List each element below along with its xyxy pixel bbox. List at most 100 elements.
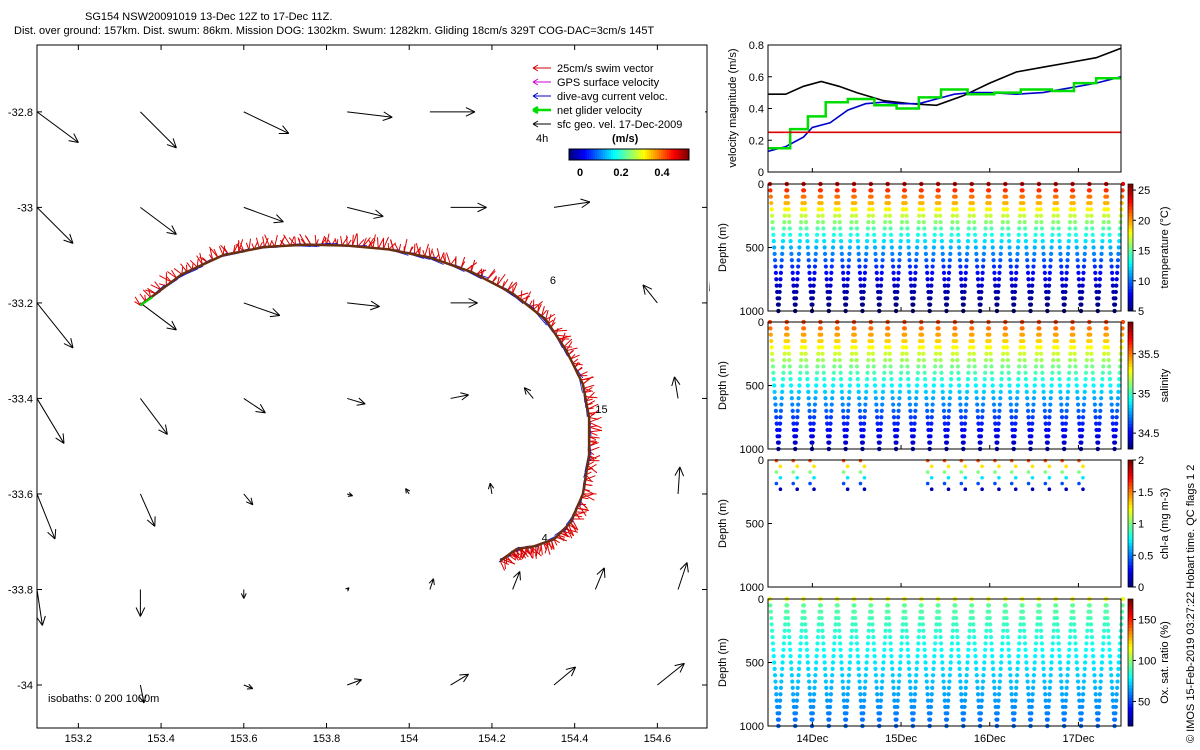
swim-vector	[428, 247, 431, 258]
chla-sample	[976, 481, 980, 486]
profile-sample	[888, 226, 893, 231]
profile-sample	[1033, 239, 1038, 244]
profile-sample	[1120, 188, 1125, 193]
section-y-tick-label: 0	[758, 179, 764, 191]
profile-sample	[1013, 698, 1018, 703]
profile-sample	[944, 717, 950, 722]
profile-sample	[812, 277, 817, 282]
profile-sample	[886, 609, 891, 614]
profile-sample	[1076, 270, 1081, 275]
profile-sample	[806, 679, 812, 684]
profile-sample	[864, 239, 870, 244]
profile-sample	[891, 679, 896, 684]
profile-sample	[986, 326, 992, 331]
swim-vector	[415, 243, 421, 256]
profile-sample	[972, 370, 978, 375]
profile-sample	[959, 692, 964, 697]
profile-sample	[1016, 239, 1021, 244]
profile-sample	[848, 370, 853, 375]
profile-sample	[781, 364, 786, 369]
profile-sample	[802, 200, 807, 206]
profile-sample	[975, 692, 981, 697]
swim-vector	[283, 234, 291, 246]
profile-sample	[945, 427, 950, 433]
profile-sample	[1018, 345, 1023, 350]
profile-sample	[1004, 345, 1010, 350]
profile-sample	[1098, 402, 1103, 407]
profile-sample	[1040, 647, 1045, 652]
profile-sample	[1047, 685, 1052, 691]
profile-sample	[774, 277, 779, 282]
profile-sample	[988, 635, 994, 640]
profile-sample	[979, 283, 984, 288]
profile-sample	[953, 326, 958, 331]
profile-sample	[1098, 408, 1103, 413]
profile-sample	[1082, 251, 1087, 256]
profile-sample	[849, 213, 855, 218]
profile-sample	[1023, 370, 1028, 375]
current-vector	[657, 662, 685, 686]
profile-sample	[921, 635, 926, 640]
profile-sample	[1100, 239, 1105, 244]
profile-sample	[1118, 220, 1123, 225]
profile-sample	[1074, 660, 1079, 665]
profile-sample	[923, 660, 928, 665]
profile-sample	[1025, 264, 1030, 269]
profile-sample	[807, 685, 812, 691]
profile-sample	[781, 232, 786, 237]
velocity-lines	[767, 47, 1122, 153]
profile-sample	[821, 364, 826, 369]
profile-sample	[1100, 647, 1105, 652]
profile-sample	[805, 245, 810, 250]
profile-sample	[815, 364, 820, 369]
profile-sample	[904, 358, 910, 363]
profile-sample	[856, 660, 861, 665]
profile-sample	[1071, 338, 1076, 344]
profile-sample	[1042, 408, 1047, 413]
profile-sample	[797, 245, 802, 250]
profile-sample	[999, 232, 1005, 237]
profile-sample	[773, 270, 778, 275]
profile-sample	[1042, 264, 1047, 269]
profile-sample	[853, 615, 858, 621]
profile-sample	[982, 245, 987, 250]
profile-sample	[815, 635, 821, 640]
profile-sample	[867, 345, 872, 350]
profile-sample	[814, 383, 819, 388]
profile-sample	[1079, 717, 1084, 722]
profile-sample	[779, 673, 784, 678]
swim-vector	[499, 560, 506, 571]
profile-sample	[1092, 679, 1097, 684]
swim-vector	[560, 332, 566, 344]
profile-sample	[1025, 402, 1030, 407]
profile-sample	[942, 283, 947, 288]
profile-sample	[939, 647, 944, 652]
profile-sample	[1035, 622, 1040, 627]
profile-sample	[1022, 226, 1028, 231]
profile-sample	[983, 641, 988, 646]
profile-sample	[1120, 596, 1126, 602]
profile-sample	[946, 283, 951, 288]
profile-sample	[824, 685, 829, 691]
profile-sample	[915, 647, 921, 652]
profile-sample	[916, 226, 921, 231]
profile-sample	[1090, 364, 1095, 369]
profile-sample	[963, 685, 968, 691]
profile-sample	[1099, 251, 1104, 256]
profile-sample	[982, 377, 987, 382]
profile-sample	[964, 679, 969, 684]
profile-sample	[933, 358, 938, 363]
profile-sample	[769, 622, 774, 627]
profile-sample	[1096, 289, 1102, 295]
profile-sample	[965, 383, 970, 388]
profile-sample	[1004, 200, 1009, 206]
profile-sample	[1012, 289, 1018, 295]
profile-sample	[821, 370, 826, 375]
profile-sample	[1055, 345, 1060, 350]
swim-vector	[589, 429, 603, 433]
swim-vector	[588, 421, 602, 429]
profile-sample	[1081, 270, 1086, 275]
profile-sample	[902, 188, 907, 193]
profile-sample	[932, 370, 937, 375]
profile-sample	[947, 258, 952, 263]
